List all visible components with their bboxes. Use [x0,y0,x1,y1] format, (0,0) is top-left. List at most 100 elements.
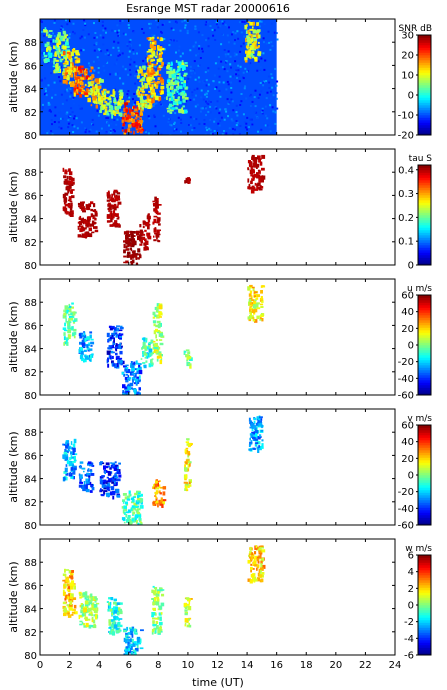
colorbar-tick-label: 20 [401,51,414,62]
panel-snr: 80 82 84 86 88 altitude (km) -20 -10 0 10 20 30SNR … [7,18,432,142]
colorbar-tick-label: -10 [398,111,414,122]
x-tick-label: 12 [211,660,224,671]
y-axis-label: altitude (km) [7,301,20,372]
colorbar-tick-label: 0 [408,471,414,482]
y-tick-label: 88 [24,168,37,179]
echo-region [106,325,125,369]
y-tick-label: 82 [24,238,37,249]
colorbar-label: SNR dB [399,24,432,34]
y-tick-label: 80 [24,651,37,662]
x-tick-label: 14 [241,660,254,671]
y-tick-label: 80 [24,131,37,142]
panel-v: 80 82 84 86 88 altitude (km) -60 -40 -20 0 20 40 60v… [7,408,433,532]
echo-region [139,213,152,251]
echo-region [99,88,125,119]
colorbar-tick-label: 0.2 [398,213,414,224]
y-tick-label: 86 [24,581,37,592]
colorbar-tick-label: 0.1 [398,237,414,248]
colorbar-tick-label: 0 [408,91,414,102]
echo-region [78,461,95,493]
y-tick-label: 86 [24,451,37,462]
y-tick-label: 80 [24,521,37,532]
echo-region [244,21,262,63]
plot-area [62,284,266,395]
echo-region [106,597,123,636]
chart-title: Esrange MST radar 20000616 [126,2,290,15]
colorbar-tick-label: 40 [401,437,414,448]
echo-region [247,545,266,584]
colorbar-tick-label: -4 [404,634,414,645]
colorbar-tick-label: 4 [408,567,414,578]
echo-region [121,360,143,395]
x-tick-label: 20 [329,660,342,671]
plot-area [62,545,266,655]
echo-region [166,60,189,114]
y-tick-label: 84 [24,345,37,356]
echo-region [62,167,75,217]
plot-frame [39,278,396,396]
echo-region [121,490,144,525]
y-tick-label: 82 [24,628,37,639]
echo-region [62,438,78,482]
echo-region [87,77,105,110]
x-tick-label: 2 [66,660,72,671]
plot-area [62,415,264,525]
x-tick-label: 16 [270,660,283,671]
y-axis-label: altitude (km) [7,561,20,632]
colorbar-tick-label: 30 [401,31,414,42]
colorbar-tick-label: 0 [408,601,414,612]
colorbar-label: u m/s [407,284,432,294]
echo-region [183,438,193,492]
echo-region [77,201,99,239]
x-axis-label: time (UT) [192,676,244,689]
y-tick-label: 86 [24,61,37,72]
y-axis-label: altitude (km) [7,431,20,502]
y-tick-label: 84 [24,85,37,96]
colorbar-tick-label: -2 [404,617,414,628]
colorbar-tick-label: 20 [401,324,414,335]
plot-area [62,154,266,265]
y-axis-label: altitude (km) [7,41,20,112]
x-tick-label: 24 [389,660,402,671]
colorbar-tick-label: -6 [404,651,414,662]
y-tick-label: 84 [24,215,37,226]
colorbar: -60 -40 -20 0 20 40 60u m/s [398,284,433,402]
echo-region [43,27,53,64]
plot-area [40,19,279,135]
echo-region [247,154,266,194]
echo-region [106,189,122,228]
y-tick-label: 80 [24,391,37,402]
y-axis-label: altitude (km) [7,171,20,242]
colorbar: -60 -40 -20 0 20 40 60v m/s [398,414,433,532]
colorbar-label: w m/s [405,544,432,554]
y-tick-label: 88 [24,428,37,439]
colorbar-tick-label: -20 [398,131,414,142]
x-tick-label: 10 [182,660,195,671]
y-tick-label: 84 [24,475,37,486]
echo-region [78,591,100,629]
echo-region [152,303,165,365]
colorbar-label: v m/s [407,414,432,424]
colorbar-tick-label: 10 [401,71,414,82]
echo-region [62,568,78,618]
colorbar-label: tau S [409,154,433,164]
echo-region [248,415,264,453]
panel-w: 80 82 84 86 88 altitude (km) -6 -4 -2 0 2 4 6w m/s [7,538,432,662]
colorbar-tick-label: -40 [398,374,414,385]
y-tick-label: 80 [24,261,37,272]
x-axis-tick-labels: 0 2 4 6 8 10 12 14 16 18 20 22 24 [37,660,402,671]
colorbar-tick-label: -60 [398,391,414,402]
x-tick-label: 18 [300,660,313,671]
colorbar-tick-label: -20 [398,487,414,498]
x-tick-label: 22 [359,660,372,671]
colorbar-tick-label: -40 [398,504,414,515]
colorbar-tick-label: 20 [401,454,414,465]
echo-region [62,302,78,346]
x-tick-label: 4 [96,660,102,671]
echo-region [99,461,122,500]
y-tick-label: 88 [24,298,37,309]
colorbar: -6 -4 -2 0 2 4 6w m/s [404,544,432,662]
colorbar-tick-label: -20 [398,357,414,368]
